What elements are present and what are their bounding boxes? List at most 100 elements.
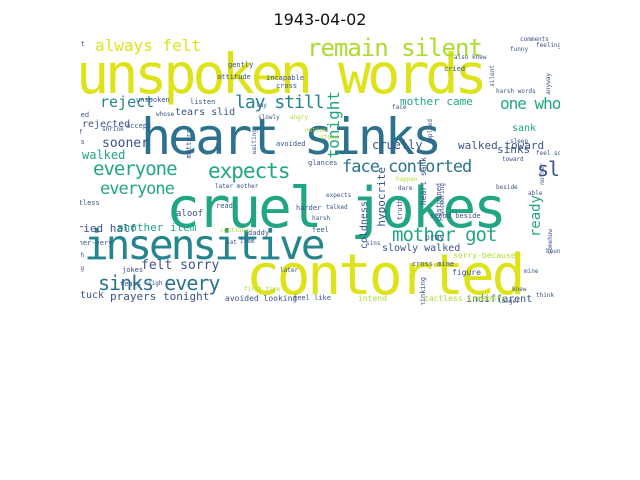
cloud-word: list: [80, 40, 85, 48]
cloud-word: later mother: [215, 183, 259, 190]
cloud-word: unspoken words: [80, 42, 488, 106]
cloud-word: sins: [366, 240, 381, 247]
cloud-word: cried: [444, 65, 466, 73]
chart-title: 1943-04-02: [273, 10, 367, 29]
cloud-word: waiting: [251, 129, 258, 155]
cloud-word: cross mine: [412, 260, 455, 268]
cloud-word: sooner: [102, 136, 149, 151]
cloud-word: cruel jokes: [166, 176, 507, 241]
cloud-word: felt sorry: [141, 258, 220, 273]
cloud-word: one whose: [500, 94, 560, 113]
cloud-word: reject: [100, 93, 155, 111]
cloud-word: notice: [305, 127, 327, 134]
cloud-word: answering: [439, 183, 446, 216]
cloud-word: knew: [512, 286, 527, 293]
cloud-word: gently: [228, 61, 254, 69]
cloud-word: first time: [244, 286, 281, 293]
cloud-word: everyone: [100, 179, 175, 199]
word-cloud: unspoken words heart sinks cruel jokes i…: [80, 33, 560, 305]
cloud-word: prayers tonight: [110, 290, 210, 303]
cloud-word: comments: [520, 36, 549, 43]
cloud-word: thinking: [419, 277, 427, 305]
cloud-word: incapable: [266, 74, 304, 82]
cloud-word: face: [392, 104, 407, 111]
cloud-word: sank: [512, 123, 537, 134]
cloud-word: dare: [398, 185, 413, 192]
cloud-word: mother came: [400, 95, 473, 108]
cloud-word: heart sinks: [141, 108, 442, 166]
cloud-word: expects: [208, 159, 291, 183]
cloud-word: bound: [546, 248, 560, 255]
cloud-word: slowly: [258, 114, 280, 121]
cloud-word: shrink: [102, 126, 124, 133]
cloud-word: remain silent: [307, 34, 483, 62]
cloud-word: half: [80, 129, 83, 136]
cloud-word: avoided: [276, 140, 306, 148]
cloud-word: slowly walked: [382, 243, 461, 254]
cloud-word: feel sorry: [536, 150, 560, 157]
cloud-word: walked toward: [458, 139, 545, 152]
cloud-word: insensitive: [84, 221, 326, 269]
cloud-word: tuck: [80, 290, 105, 301]
cloud-word: ready: [528, 195, 544, 238]
cloud-word: added: [80, 111, 90, 119]
cloud-word: attitude: [217, 73, 251, 81]
cloud-word: cruelly: [372, 138, 423, 152]
cloud-word: walked: [82, 148, 126, 162]
cloud-word: continue: [220, 227, 249, 234]
cloud-word: lying: [80, 265, 85, 272]
cloud-word: talked: [326, 204, 348, 211]
cloud-word: sat: [226, 239, 237, 246]
cloud-word: able: [528, 190, 543, 197]
cloud-word: sinks every: [98, 271, 220, 295]
cloud-word: aloof: [176, 209, 204, 219]
cloud-word: rejected: [82, 119, 131, 130]
cloud-word: read: [216, 202, 233, 210]
cloud-word: slid: [537, 157, 560, 181]
cloud-word: whose: [156, 111, 175, 118]
cloud-word: harder: [296, 204, 322, 212]
cloud-word: glances: [308, 159, 338, 167]
cloud-word: happen: [396, 176, 418, 183]
cloud-word: expects: [326, 192, 352, 199]
cloud-word: harsh: [312, 215, 331, 222]
cloud-word: mother got: [392, 224, 497, 246]
cloud-word: tactless: [80, 199, 100, 207]
cloud-word: sigh: [148, 280, 163, 287]
cloud-word: funny: [510, 46, 529, 53]
cloud-word: tactless comments: [424, 294, 506, 303]
cloud-word: daddy: [248, 229, 270, 237]
cloud-word: anyway: [545, 73, 552, 95]
cloud-word: somehow: [547, 229, 554, 255]
cloud-word: tears: [120, 280, 142, 288]
cloud-word: toward: [502, 156, 524, 163]
cloud-word: intend: [358, 294, 387, 303]
cloud-word: jokes: [122, 266, 144, 274]
cloud-word: feeling: [536, 42, 560, 49]
cloud-word: mine: [524, 268, 539, 275]
cloud-word: tears slid: [175, 107, 236, 118]
cloud-word: unspoken: [136, 96, 170, 104]
cloud-word: indifferent: [466, 294, 533, 305]
cloud-word: listen: [190, 98, 216, 106]
cloud-word: mother-very: [80, 239, 113, 247]
cloud-word: think: [536, 292, 555, 299]
cloud-word: sins: [80, 138, 85, 146]
cloud-word: everyone: [93, 158, 178, 180]
cloud-word: also knew: [454, 54, 487, 61]
cloud-word: laugh: [80, 252, 85, 259]
cloud-word: heart sank: [419, 157, 428, 206]
cloud-word: cried half: [80, 222, 137, 235]
cloud-word: angry: [290, 114, 309, 121]
cloud-word: hypocrite: [375, 167, 388, 227]
cloud-word: accept: [126, 122, 152, 130]
cloud-word: later: [280, 267, 299, 274]
cloud-word: replied: [427, 119, 434, 145]
cloud-word: lay still: [235, 92, 325, 113]
cloud-word: harsh words: [496, 88, 536, 95]
cloud-word: stood: [320, 134, 339, 141]
cloud-word: feel: [312, 226, 329, 234]
cloud-word: silent: [489, 65, 496, 87]
cloud-word: another item: [117, 221, 197, 234]
cloud-word: cross: [276, 82, 298, 90]
